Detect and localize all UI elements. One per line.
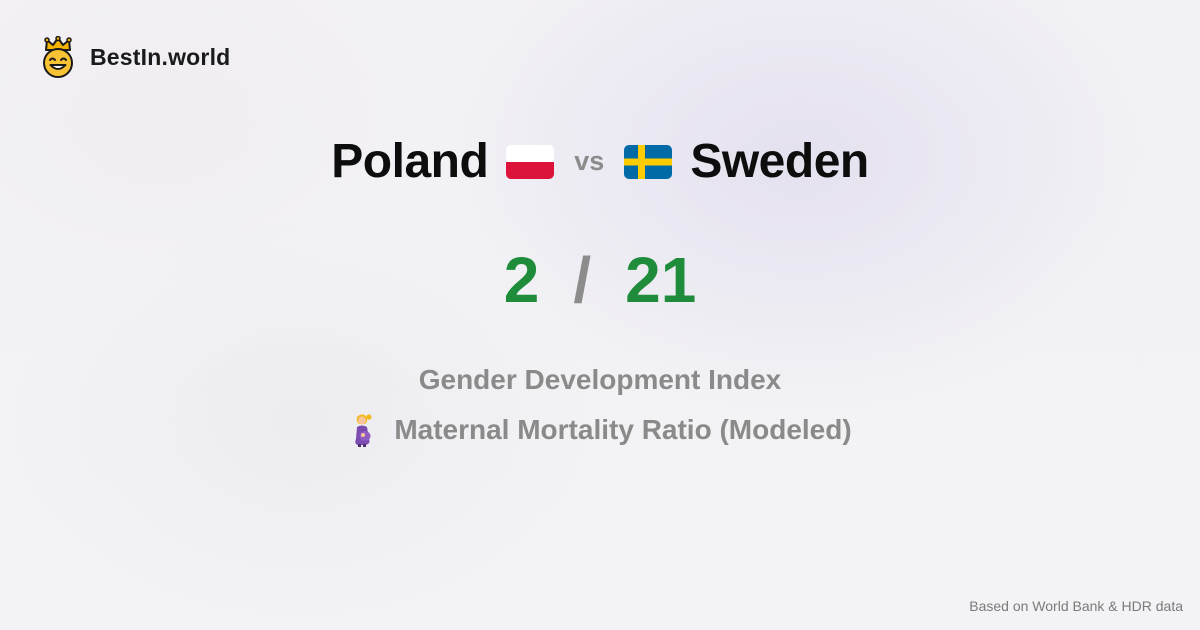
right-score: 21 (625, 244, 697, 316)
metric-label: Maternal Mortality Ratio (Modeled) (394, 414, 852, 445)
metric-item: Gender Development Index (0, 364, 1200, 396)
metric-item: Maternal Mortality Ratio (Modeled) (0, 413, 1200, 447)
poland-flag-icon (506, 144, 555, 179)
pregnant-woman-icon (355, 414, 372, 447)
sweden-flag-icon (624, 144, 673, 179)
comparison-title: Poland vs Sweden (0, 134, 1200, 189)
metric-label: Gender Development Index (418, 364, 782, 395)
score-display: 2 / 21 (0, 243, 1200, 317)
brand[interactable]: BestIn.world (38, 36, 230, 78)
score-separator: / (573, 244, 592, 316)
source-note: Based on World Bank & HDR data (969, 598, 1183, 614)
left-country-name: Poland (331, 135, 489, 188)
vs-label: vs (574, 146, 605, 176)
right-country-name: Sweden (690, 135, 869, 188)
left-score: 2 (503, 244, 540, 316)
brand-name: BestIn.world (90, 43, 231, 70)
crowned-smiley-icon (43, 36, 73, 78)
